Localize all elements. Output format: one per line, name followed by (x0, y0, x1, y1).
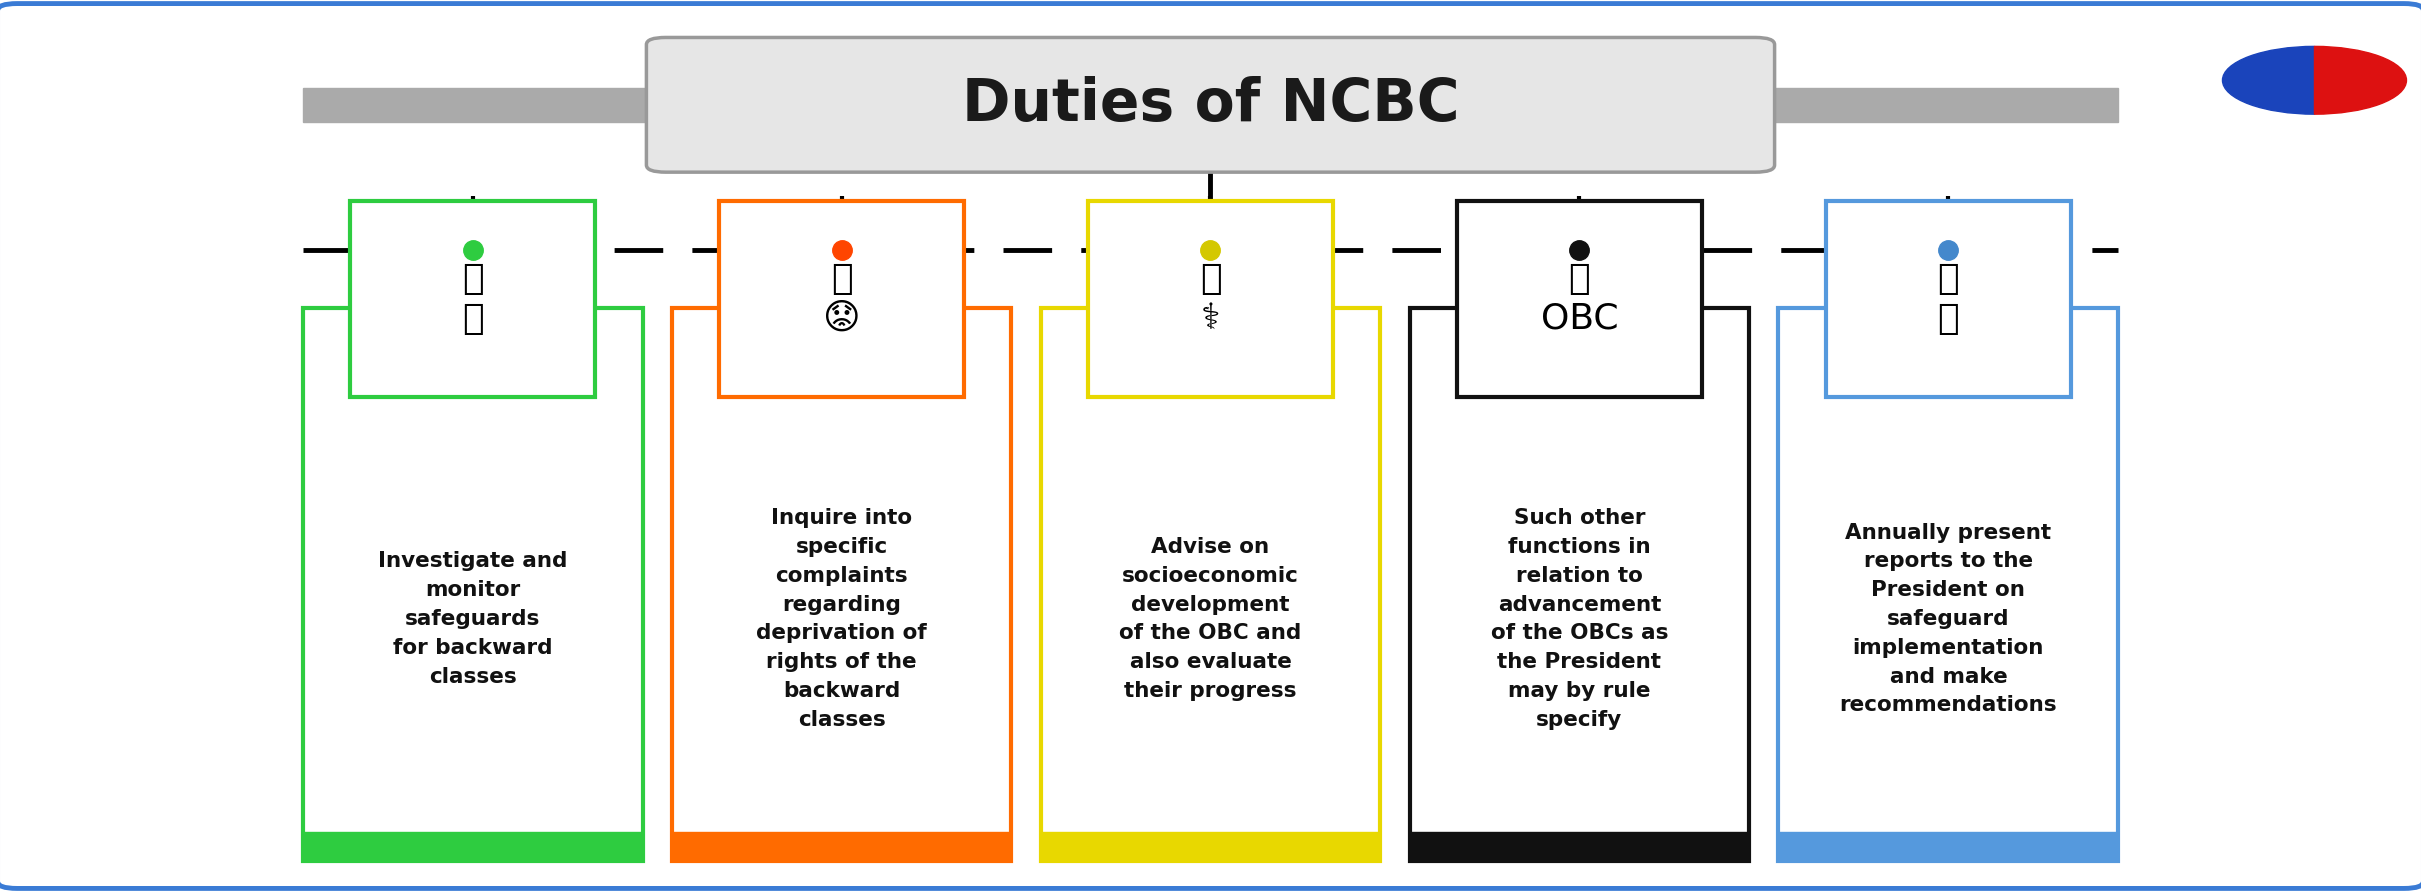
Bar (1409, 308, 1750, 861)
Bar (1041, 832, 1380, 861)
Bar (1409, 832, 1750, 861)
Bar (1779, 832, 2118, 861)
Bar (719, 201, 964, 397)
Bar (303, 87, 666, 122)
Bar (1041, 308, 1380, 861)
Bar (671, 308, 1012, 861)
Wedge shape (2314, 46, 2406, 114)
Bar (351, 201, 596, 397)
Text: Investigate and
monitor
safeguards
for backward
classes: Investigate and monitor safeguards for b… (378, 551, 567, 687)
Text: Annually present
reports to the
President on
safeguard
implementation
and make
r: Annually present reports to the Presiden… (1840, 523, 2058, 715)
FancyBboxPatch shape (646, 37, 1775, 172)
Bar (1087, 201, 1334, 397)
Bar (1779, 308, 2118, 861)
Bar (1825, 201, 2070, 397)
Text: 🔍
OBC: 🔍 OBC (1540, 262, 1617, 335)
Bar (1457, 201, 1702, 397)
FancyBboxPatch shape (0, 4, 2421, 888)
Bar (303, 308, 642, 861)
Text: 👥
📋: 👥 📋 (462, 262, 484, 335)
Circle shape (2222, 46, 2406, 114)
Wedge shape (2222, 46, 2314, 114)
Text: Inquire into
specific
complaints
regarding
deprivation of
rights of the
backward: Inquire into specific complaints regardi… (755, 508, 927, 730)
Bar (303, 832, 642, 861)
Text: 📄
😟: 📄 😟 (823, 262, 859, 335)
Bar (1755, 87, 2118, 122)
Text: 🤲
⚕: 🤲 ⚕ (1201, 262, 1220, 335)
Text: 🛡
👮: 🛡 👮 (1937, 262, 1959, 335)
Text: Such other
functions in
relation to
advancement
of the OBCs as
the President
may: Such other functions in relation to adva… (1491, 508, 1668, 730)
Bar (671, 832, 1012, 861)
Text: Advise on
socioeconomic
development
of the OBC and
also evaluate
their progress: Advise on socioeconomic development of t… (1119, 537, 1302, 701)
Text: Duties of NCBC: Duties of NCBC (961, 77, 1460, 133)
